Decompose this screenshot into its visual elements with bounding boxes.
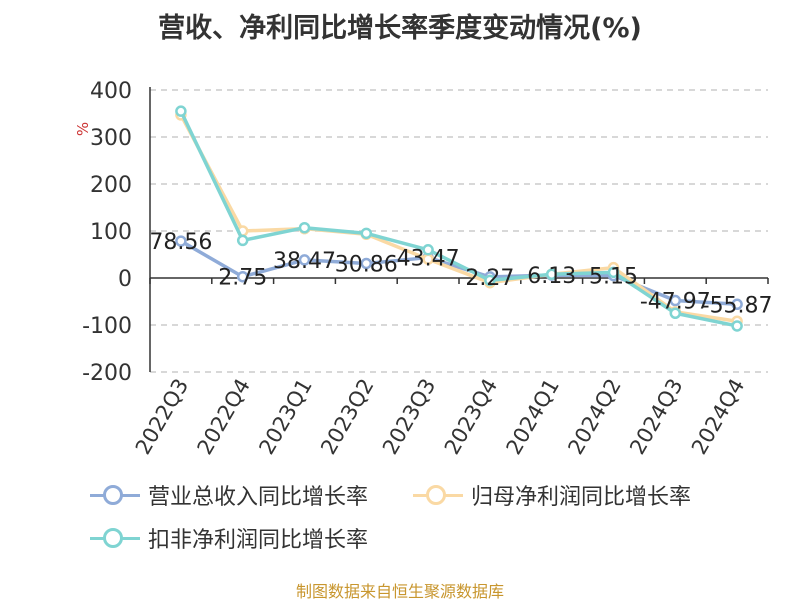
y-tick-label: 400: [90, 79, 132, 104]
data-point: [236, 234, 249, 247]
y-tick-label: -100: [82, 314, 132, 339]
y-tick-label: 300: [90, 126, 132, 151]
data-label: 78.56: [149, 230, 212, 255]
data-point: [298, 254, 311, 266]
data-label: -47.97: [640, 290, 711, 315]
chart-title: 营收、净利同比增长率季度变动情况(%): [158, 13, 642, 44]
data-point: [360, 257, 373, 270]
data-point: [669, 294, 682, 307]
x-tick-label: 2024Q3: [625, 375, 687, 459]
data-point: [360, 227, 373, 240]
data-label: 2.27: [465, 266, 514, 291]
y-tick-label: 100: [90, 220, 132, 245]
data-point: [731, 320, 743, 332]
x-tick-label: 2023Q2: [316, 375, 378, 459]
x-tick-label: 2022Q3: [131, 375, 193, 459]
data-label: 38.47: [273, 249, 336, 274]
x-tick-label: 2023Q3: [378, 374, 440, 458]
series-line: [179, 110, 738, 328]
y-tick-label: 200: [90, 173, 132, 198]
data-point: [607, 266, 620, 279]
data-point: [731, 298, 743, 311]
data-source-note: 制图数据来自恒生聚源数据库: [295, 582, 504, 601]
y-tick-label: -200: [82, 361, 132, 386]
data-label: 30.86: [335, 252, 398, 277]
data-point: [669, 307, 682, 319]
data-label: 6.13: [527, 264, 576, 289]
series-line: [179, 114, 738, 323]
x-tick-label: 2022Q4: [193, 375, 255, 459]
data-point: [298, 221, 311, 234]
data-point: [175, 105, 187, 117]
data-point: [236, 270, 249, 283]
data-point: [422, 244, 434, 256]
data-label: 43.47: [397, 247, 460, 272]
x-tick-label: 2024Q4: [687, 375, 749, 459]
data-label: -55.87: [702, 293, 773, 318]
x-tick-label: 2024Q1: [502, 375, 564, 459]
data-label: 5.15: [589, 265, 638, 290]
x-tick-label: 2024Q2: [563, 375, 625, 459]
data-point: [545, 268, 558, 280]
x-tick-label: 2023Q1: [254, 375, 316, 459]
data-point: [175, 235, 187, 247]
x-tick-label: 2023Q4: [440, 375, 502, 459]
y-tick-label: 0: [118, 267, 132, 292]
series-layer: [175, 105, 743, 332]
data-point: [484, 274, 496, 287]
data-label: 2.75: [218, 266, 267, 291]
y-axis-unit-label: %: [74, 121, 93, 137]
